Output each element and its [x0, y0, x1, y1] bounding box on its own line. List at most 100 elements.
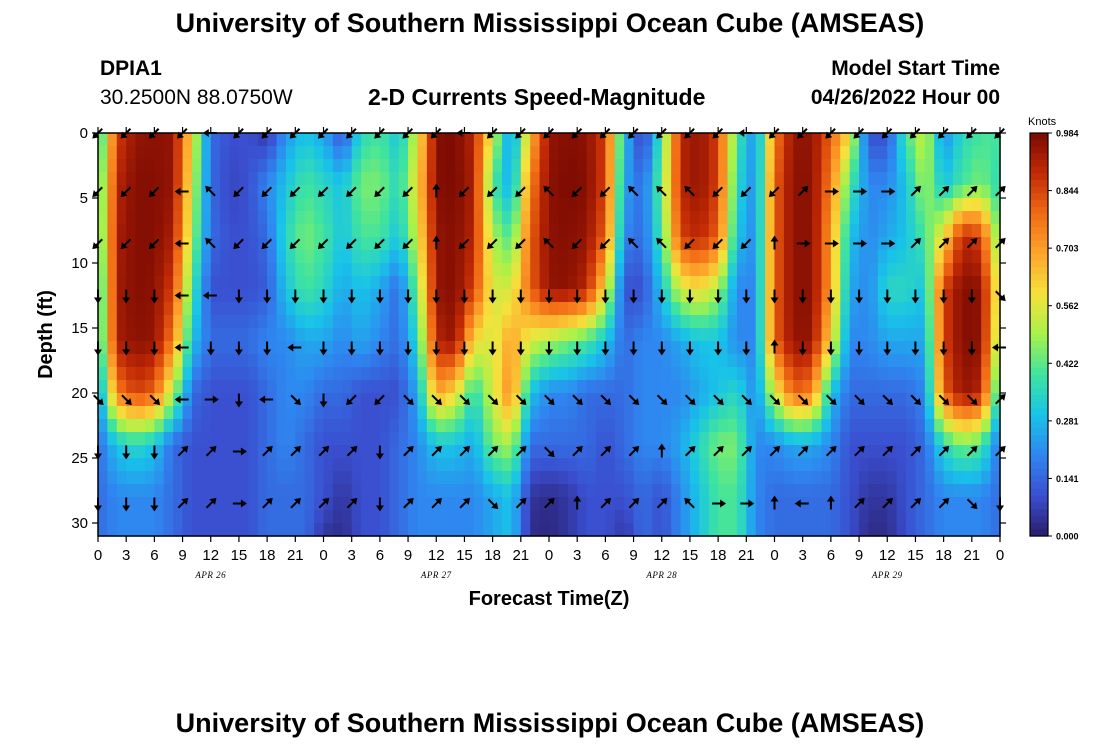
- arrow-head: [826, 297, 835, 304]
- heatmap-cell: [530, 276, 541, 290]
- heatmap-cell: [473, 289, 484, 303]
- colorbar-segment: [1030, 287, 1048, 295]
- heatmap-cell: [906, 393, 917, 407]
- heatmap-cell: [492, 302, 503, 316]
- heatmap-cell: [201, 354, 212, 368]
- heatmap-cell: [323, 250, 334, 264]
- heatmap-cell: [652, 172, 663, 186]
- heatmap-cell: [379, 172, 390, 186]
- direction-arrow: [600, 497, 612, 509]
- colorbar-segment: [1030, 139, 1048, 148]
- heatmap-cell: [539, 250, 550, 264]
- heatmap-cell: [511, 419, 522, 433]
- heatmap-cell: [915, 159, 926, 173]
- arrow-head: [263, 297, 272, 304]
- heatmap-cell: [502, 419, 513, 433]
- heatmap-cell: [661, 133, 672, 147]
- heatmap-cell: [652, 354, 663, 368]
- heatmap-cell: [426, 172, 437, 186]
- heatmap-cell: [398, 224, 409, 238]
- heatmap-cell: [924, 146, 935, 160]
- heatmap-cell: [98, 289, 108, 303]
- arrow-head: [319, 349, 328, 356]
- heatmap-cell: [389, 211, 400, 225]
- heatmap-cell: [445, 237, 456, 251]
- heatmap-cell: [267, 315, 278, 329]
- heatmap-cell: [830, 133, 841, 147]
- heatmap-cell: [276, 185, 287, 199]
- heatmap-cell: [201, 510, 212, 524]
- arrow-head: [656, 185, 664, 193]
- heatmap-cell: [558, 250, 569, 264]
- heatmap-cell: [765, 146, 776, 160]
- heatmap-cell: [473, 211, 484, 225]
- heatmap-cell: [699, 393, 710, 407]
- heatmap-cell: [671, 211, 682, 225]
- heatmap-cell: [990, 380, 1001, 394]
- heatmap-cell: [877, 315, 888, 329]
- arrow-head: [942, 185, 950, 193]
- heatmap-cell: [699, 250, 710, 264]
- heatmap-cell: [783, 354, 794, 368]
- x-tick-label: 6: [376, 547, 384, 564]
- heatmap-cell: [567, 198, 578, 212]
- heatmap-cell: [549, 146, 559, 160]
- heatmap-cell: [257, 367, 268, 381]
- colorbar-segment: [1030, 307, 1048, 315]
- heatmap-cell: [549, 302, 559, 316]
- heatmap-cell: [455, 445, 466, 459]
- heatmap-cell: [981, 523, 992, 537]
- heatmap-cell: [586, 146, 597, 160]
- heatmap-cell: [567, 458, 578, 472]
- direction-arrow: [346, 497, 358, 509]
- heatmap-cell: [859, 367, 870, 381]
- heatmap-cell: [361, 445, 372, 459]
- heatmap-cell: [981, 289, 992, 303]
- heatmap-cell: [990, 276, 1001, 290]
- direction-arrow: [657, 341, 666, 356]
- heatmap-cell: [924, 484, 935, 498]
- heatmap-cell: [990, 289, 1001, 303]
- heatmap-cell: [163, 159, 174, 173]
- heatmap-cell: [962, 341, 973, 355]
- direction-arrow: [458, 186, 470, 198]
- heatmap-cell: [915, 419, 926, 433]
- heatmap-cell: [558, 432, 569, 446]
- heatmap-cell: [370, 432, 381, 446]
- heatmap-cell: [708, 419, 719, 433]
- heatmap-cell: [389, 471, 400, 485]
- heatmap-cell: [774, 458, 785, 472]
- heatmap-cell: [502, 510, 513, 524]
- heatmap-cell: [614, 315, 625, 329]
- heatmap-cell: [445, 367, 456, 381]
- heatmap-cell: [812, 133, 823, 147]
- heatmap-cell: [755, 224, 766, 238]
- heatmap-cell: [624, 419, 635, 433]
- heatmap-cell: [812, 406, 823, 420]
- heatmap-cell: [332, 380, 343, 394]
- heatmap-cell: [379, 133, 390, 147]
- heatmap-cell: [285, 250, 296, 264]
- heatmap-cell: [135, 289, 146, 303]
- heatmap-cell: [398, 263, 409, 277]
- heatmap-cell: [285, 380, 296, 394]
- heatmap-cell: [567, 276, 578, 290]
- x-tick-label: 15: [456, 547, 473, 564]
- arrow-head: [627, 237, 636, 245]
- heatmap-cell: [511, 406, 522, 420]
- heatmap-cell: [276, 172, 287, 186]
- heatmap-cell: [971, 432, 982, 446]
- heatmap-cell: [934, 263, 945, 277]
- heatmap-cell: [586, 471, 597, 485]
- heatmap-cell: [332, 471, 343, 485]
- direction-arrow: [741, 445, 752, 457]
- heatmap-cell: [539, 406, 550, 420]
- heatmap-cell: [577, 471, 588, 485]
- heatmap-cell: [173, 224, 184, 238]
- arrow-head: [122, 349, 131, 356]
- arrow-head: [688, 398, 696, 406]
- heatmap-cell: [642, 458, 653, 472]
- heatmap-cell: [990, 302, 1001, 316]
- heatmap-cell: [821, 211, 832, 225]
- direction-arrow: [150, 341, 159, 356]
